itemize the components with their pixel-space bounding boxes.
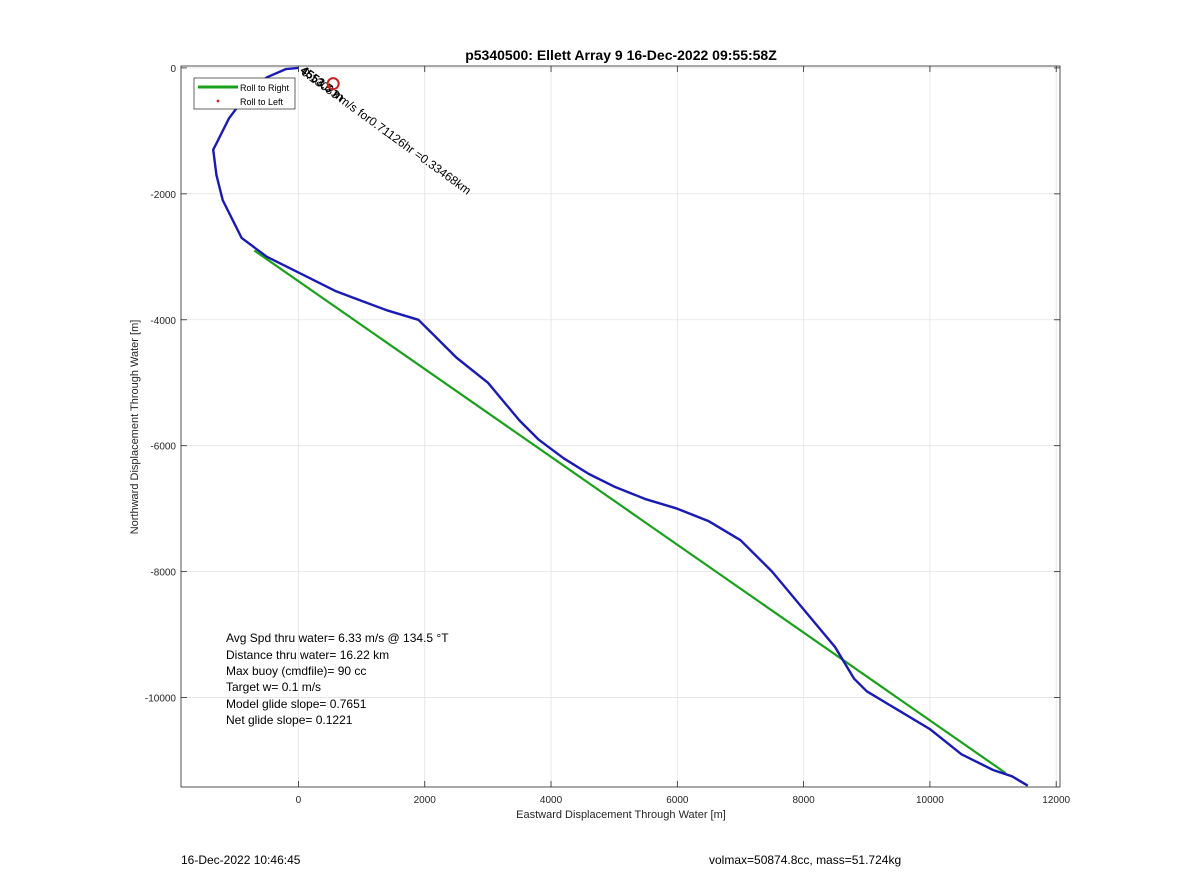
legend-label-roll-left: Roll to Left [240, 97, 284, 107]
stats-annotations: Avg Spd thru water= 6.33 m/s @ 134.5 °T … [226, 631, 449, 727]
y-tick-label: -6000 [150, 442, 176, 453]
footer-stats: volmax=50874.8cc, mass=51.724kg [709, 853, 902, 867]
x-tick-label: 10000 [916, 795, 944, 806]
y-tick-label: 0 [170, 64, 176, 75]
annotation-net-glide: Net glide slope= 0.1221 [226, 713, 353, 727]
legend-swatch-roll-left [216, 99, 220, 103]
series-track-line [211, 66, 1029, 787]
annotation-distance: Distance thru water= 16.22 km [226, 648, 389, 662]
grid-lines [181, 66, 1060, 787]
x-axis-label: Eastward Displacement Through Water [m] [516, 809, 726, 821]
annotation-model-glide: Model glide slope= 0.7651 [226, 697, 367, 711]
y-axis-label: Northward Displacement Through Water [m] [129, 320, 141, 535]
x-tick-label: 2000 [414, 795, 437, 806]
y-tick-label: -8000 [150, 568, 176, 579]
x-tick-label: 12000 [1042, 795, 1070, 806]
legend-label-roll-right: Roll to Right [240, 83, 290, 93]
chart-title: p5340500: Ellett Array 9 16-Dec-2022 09:… [465, 47, 777, 63]
y-tick-label: -10000 [145, 694, 177, 705]
annotation-target-w: Target w= 0.1 m/s [226, 680, 321, 694]
axes-box [180, 65, 1061, 788]
x-axis-ticks: 0 2000 4000 6000 8000 10000 12000 [296, 66, 1071, 806]
plot-area [181, 66, 1060, 787]
y-axis-ticks: 0 -2000 -4000 -6000 -8000 -10000 [145, 64, 1060, 705]
legend: Roll to Right Roll to Left [193, 77, 296, 110]
series-roll-to-right-line [253, 249, 1007, 775]
x-tick-label: 6000 [666, 795, 689, 806]
x-tick-label: 4000 [540, 795, 563, 806]
footer-timestamp: 16-Dec-2022 10:46:45 [181, 853, 301, 867]
y-tick-label: -4000 [150, 316, 176, 327]
x-tick-label: 0 [296, 795, 302, 806]
x-tick-label: 8000 [793, 795, 816, 806]
start-marker [326, 77, 340, 91]
annotation-max-buoy: Max buoy (cmdfile)= 90 cc [226, 664, 366, 678]
legend-box [193, 77, 296, 110]
series-layer [211, 66, 1029, 787]
y-tick-label: -2000 [150, 190, 176, 201]
annotation-avg-speed: Avg Spd thru water= 6.33 m/s @ 134.5 °T [226, 631, 449, 645]
